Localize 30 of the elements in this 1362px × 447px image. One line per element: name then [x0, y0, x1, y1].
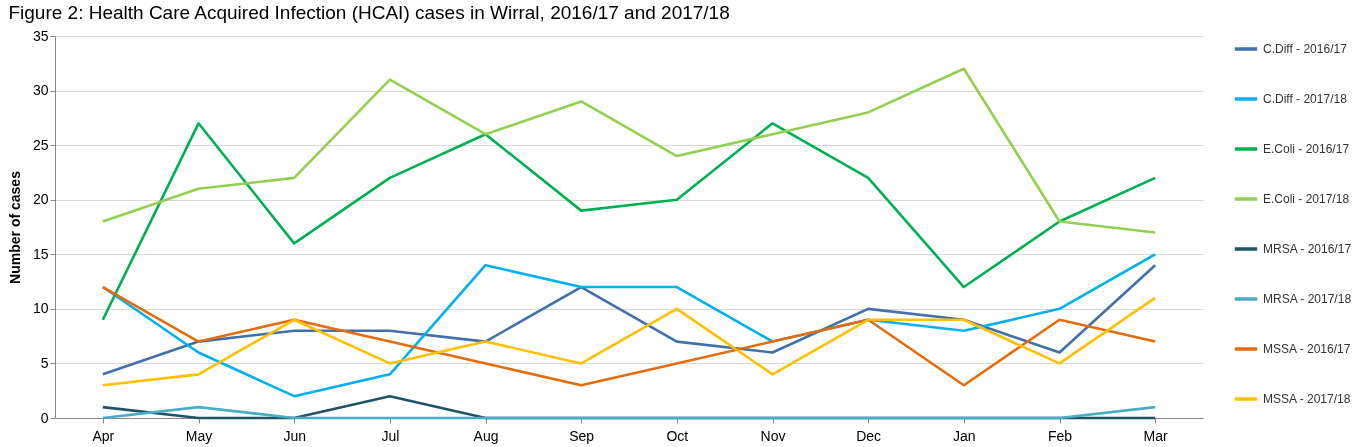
legend-label: C.Diff - 2017/18 [1263, 92, 1348, 106]
y-tick-label: 35 [32, 27, 49, 44]
x-tick-label: Nov [760, 427, 786, 444]
x-tick-label: Dec [856, 427, 882, 444]
y-tick-label: 15 [32, 245, 49, 262]
y-tick-label: 5 [40, 354, 49, 371]
y-tick-label: 20 [32, 191, 49, 208]
x-tick-label: Jan [953, 427, 976, 444]
x-tick-label: Sep [569, 427, 595, 444]
x-tick-label: May [185, 427, 213, 444]
legend-label: E.Coli - 2016/17 [1263, 142, 1350, 156]
x-tick-label: Jul [381, 427, 400, 444]
y-tick-label: 10 [32, 300, 49, 317]
x-tick-label: Feb [1047, 427, 1073, 444]
x-tick-label: Apr [92, 427, 115, 444]
x-tick-label: Jun [283, 427, 306, 444]
x-tick-label: Oct [666, 427, 689, 444]
legend-label: MRSA - 2016/17 [1263, 242, 1352, 256]
legend-label: C.Diff - 2016/17 [1263, 42, 1348, 56]
x-tick-label: Mar [1143, 427, 1169, 444]
y-tick-label: 25 [32, 136, 49, 153]
legend-label: E.Coli - 2017/18 [1263, 192, 1350, 206]
x-tick-label: Aug [473, 427, 499, 444]
chart-title: Figure 2: Health Care Acquired Infection (HCAI) cases in Wirral, 2016/17 and 2017/18 [8, 2, 730, 23]
y-axis-title: Number of cases [6, 170, 23, 284]
legend-label: MSSA - 2016/17 [1263, 342, 1351, 356]
legend-label: MSSA - 2017/18 [1263, 392, 1351, 406]
legend-label: MRSA - 2017/18 [1263, 292, 1352, 306]
y-tick-label: 0 [40, 409, 49, 426]
y-tick-label: 30 [32, 82, 49, 99]
